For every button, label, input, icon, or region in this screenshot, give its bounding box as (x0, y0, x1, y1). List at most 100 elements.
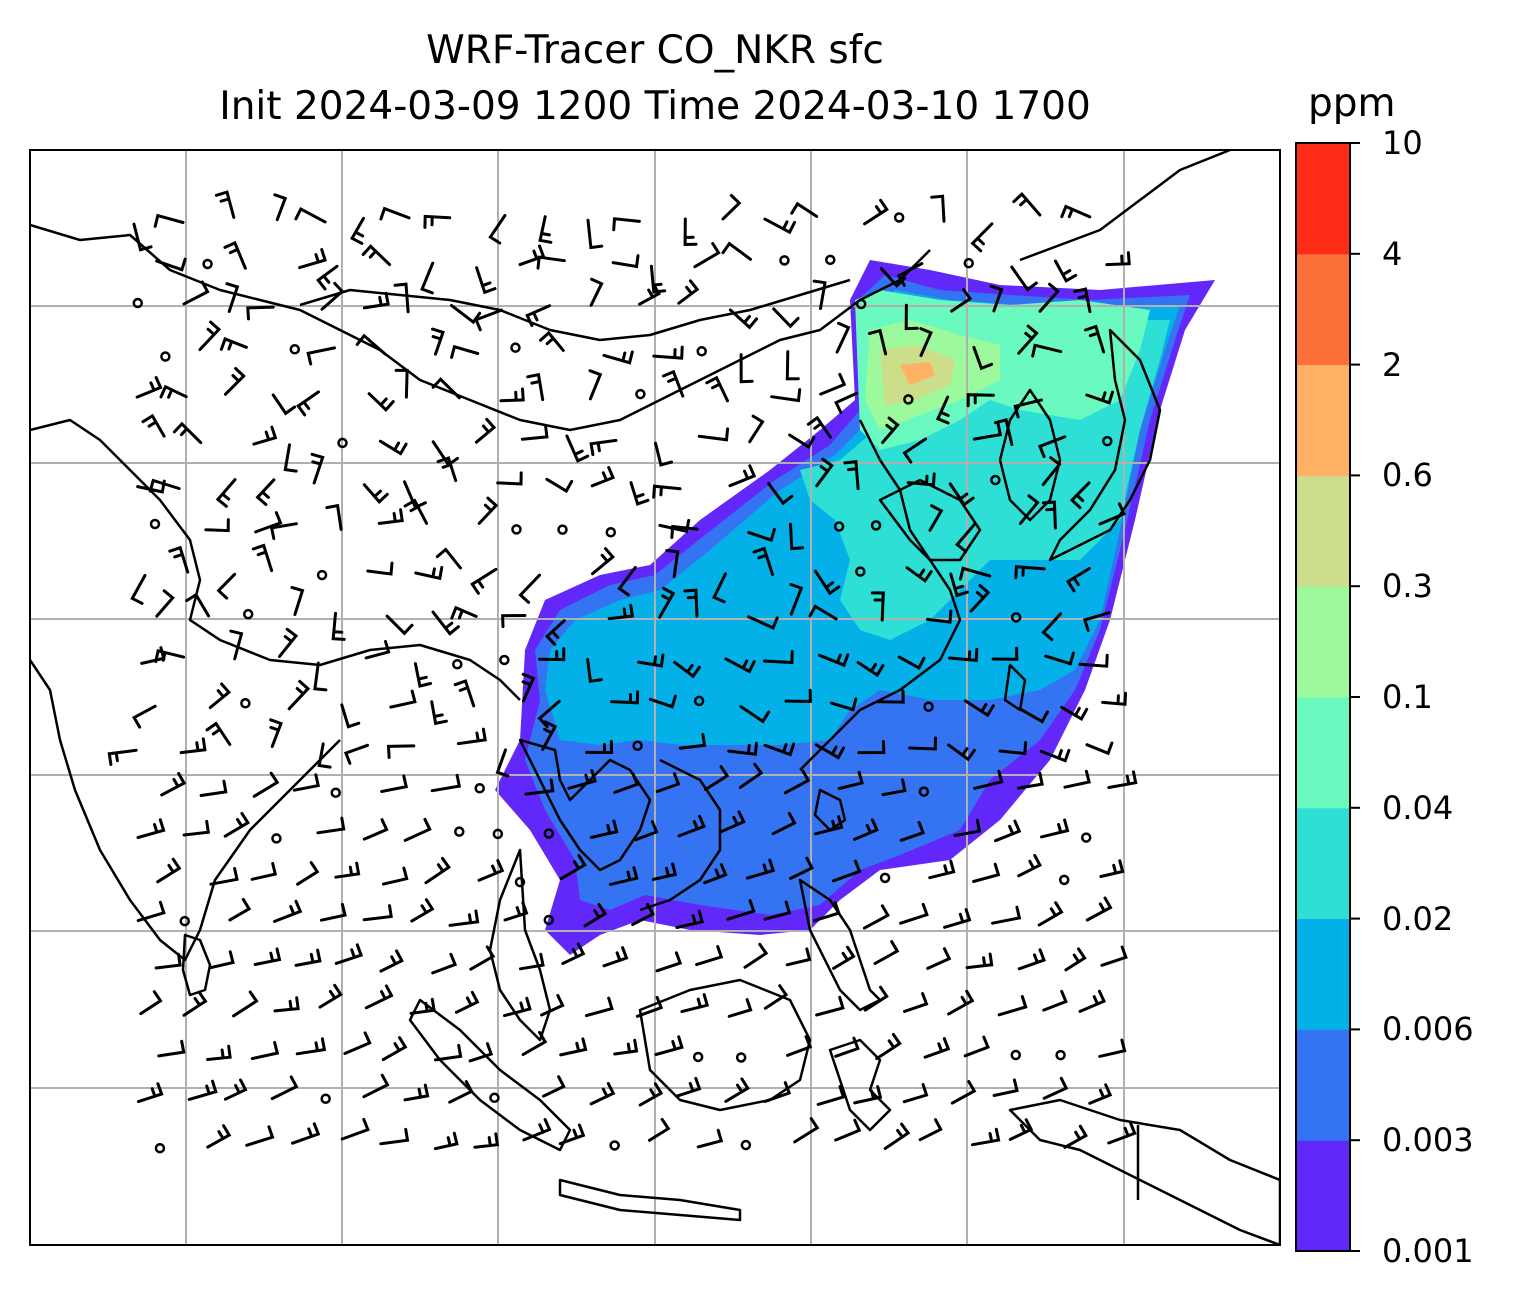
calm-wind-marker (511, 524, 522, 535)
wind-barb (294, 948, 322, 967)
wind-barb (448, 1080, 474, 1104)
wind-barb (157, 1039, 186, 1058)
wind-barb (608, 866, 639, 886)
wind-barb (362, 483, 389, 504)
wind-barb (206, 1124, 232, 1149)
wind-barb (661, 369, 685, 398)
wind-barb (955, 522, 976, 553)
wind-barb (245, 1125, 275, 1147)
wind-barb (712, 572, 727, 604)
wind-barb (693, 242, 721, 269)
wind-barb (250, 862, 278, 881)
wind-barb (634, 820, 659, 842)
wind-barb (1078, 989, 1107, 1013)
colorbar-segment (1296, 1029, 1350, 1141)
wind-barb (431, 952, 458, 975)
russia-coast-ne (1019, 150, 1231, 262)
wind-barb (948, 482, 975, 507)
wind-barb (450, 605, 478, 620)
wind-barb (635, 995, 664, 1018)
wind-barb (488, 214, 507, 245)
wind-barb (153, 213, 185, 228)
wind-barb (273, 899, 303, 923)
wind-barb (752, 546, 774, 576)
wind-barb (132, 704, 157, 729)
wind-barb (325, 503, 343, 531)
calm-wind-marker (605, 527, 617, 538)
wind-barb (473, 1132, 499, 1149)
wind-barb (637, 653, 665, 668)
wind-barb (269, 718, 283, 748)
wind-barb (377, 508, 404, 525)
wind-barb (905, 566, 933, 583)
wind-barb (813, 901, 841, 923)
wind-barb (584, 996, 614, 1018)
wind-barb (771, 811, 797, 836)
java (558, 1178, 742, 1222)
wind-barb (607, 603, 635, 621)
wind-barb (991, 905, 1022, 925)
wind-barb (789, 583, 804, 616)
wind-barb (450, 303, 482, 325)
wind-barb (385, 614, 414, 636)
wind-barb (536, 255, 566, 270)
wind-barb (331, 611, 346, 641)
wind-barb (815, 995, 845, 1017)
wind-barb (652, 345, 684, 360)
wind-barb (919, 327, 933, 357)
wind-barb (1073, 287, 1092, 314)
wind-barb (394, 368, 409, 399)
india-coast (30, 659, 341, 962)
wind-barb (834, 1118, 862, 1142)
wind-barb (310, 452, 325, 485)
colorbar-tick-label: 2 (1382, 345, 1403, 384)
wind-barb (539, 330, 565, 352)
wind-barb (908, 736, 937, 751)
wind-barb (567, 769, 597, 790)
wind-barb (683, 217, 698, 247)
wind-barb (906, 472, 936, 487)
calm-wind-marker (855, 298, 867, 310)
wind-barb (972, 422, 1003, 441)
wind-barb (1085, 896, 1113, 922)
wind-barb (215, 478, 237, 508)
wind-barb (501, 614, 527, 629)
calm-wind-marker (855, 566, 866, 577)
wind-barb (499, 387, 525, 403)
wind-barb (724, 657, 756, 674)
new-guinea (1008, 1098, 1280, 1245)
wind-barb (225, 282, 240, 313)
wind-barb (726, 899, 756, 921)
wind-barb (678, 732, 707, 750)
wind-barb (132, 222, 153, 252)
wind-barb (172, 421, 203, 445)
wind-barb (255, 478, 276, 506)
wind-barb (928, 504, 944, 532)
wind-barb (819, 372, 847, 396)
wind-barb (1065, 567, 1091, 593)
wind-barb (232, 990, 259, 1018)
wind-barb (254, 511, 283, 534)
calm-wind-marker (963, 257, 975, 269)
wind-barb (728, 464, 757, 488)
wind-barb (474, 308, 504, 332)
wind-barb (270, 1075, 299, 1101)
wind-barb (350, 216, 365, 245)
wind-barb (881, 778, 907, 797)
calm-wind-marker (499, 654, 510, 666)
wind-barb (586, 658, 603, 684)
calm-wind-marker (514, 876, 526, 888)
calm-wind-marker (779, 255, 790, 266)
wind-barb (209, 950, 235, 970)
wind-barb (870, 591, 885, 622)
wind-barb (269, 522, 298, 541)
wind-barb (223, 240, 247, 270)
sulawesi (828, 1038, 892, 1132)
wind-barb (950, 288, 973, 313)
wind-barb (763, 217, 796, 235)
wind-barb (814, 815, 844, 836)
hainan (813, 788, 847, 832)
wind-barb (747, 615, 779, 630)
wind-barb (629, 481, 650, 506)
wind-barb (334, 943, 364, 965)
